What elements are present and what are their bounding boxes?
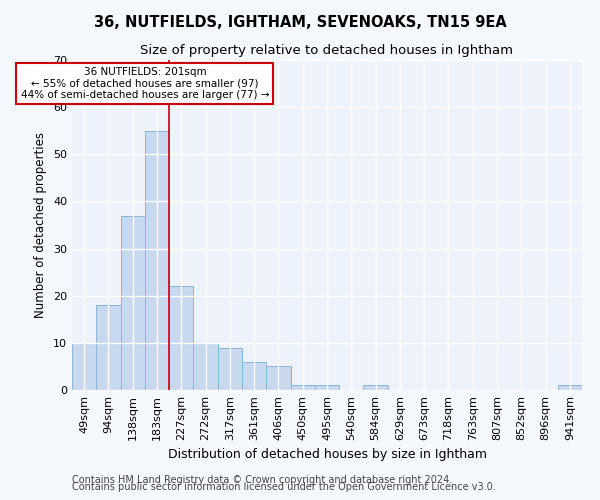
Text: 36 NUTFIELDS: 201sqm
← 55% of detached houses are smaller (97)
44% of semi-detac: 36 NUTFIELDS: 201sqm ← 55% of detached h… [20, 67, 269, 100]
Bar [315, 386, 339, 390]
Bar [72, 343, 96, 390]
Bar [218, 348, 242, 390]
Text: Contains public sector information licensed under the Open Government Licence v3: Contains public sector information licen… [72, 482, 496, 492]
Bar [242, 362, 266, 390]
Bar [145, 130, 169, 390]
Bar [96, 305, 121, 390]
Bar [266, 366, 290, 390]
Text: 36, NUTFIELDS, IGHTHAM, SEVENOAKS, TN15 9EA: 36, NUTFIELDS, IGHTHAM, SEVENOAKS, TN15 … [94, 15, 506, 30]
Bar [121, 216, 145, 390]
Text: Contains HM Land Registry data © Crown copyright and database right 2024.: Contains HM Land Registry data © Crown c… [72, 475, 452, 485]
X-axis label: Distribution of detached houses by size in Ightham: Distribution of detached houses by size … [167, 448, 487, 462]
Bar [290, 386, 315, 390]
Bar [169, 286, 193, 390]
Y-axis label: Number of detached properties: Number of detached properties [34, 132, 47, 318]
Bar [193, 343, 218, 390]
Bar [364, 386, 388, 390]
Bar [558, 386, 582, 390]
Title: Size of property relative to detached houses in Ightham: Size of property relative to detached ho… [140, 44, 514, 58]
